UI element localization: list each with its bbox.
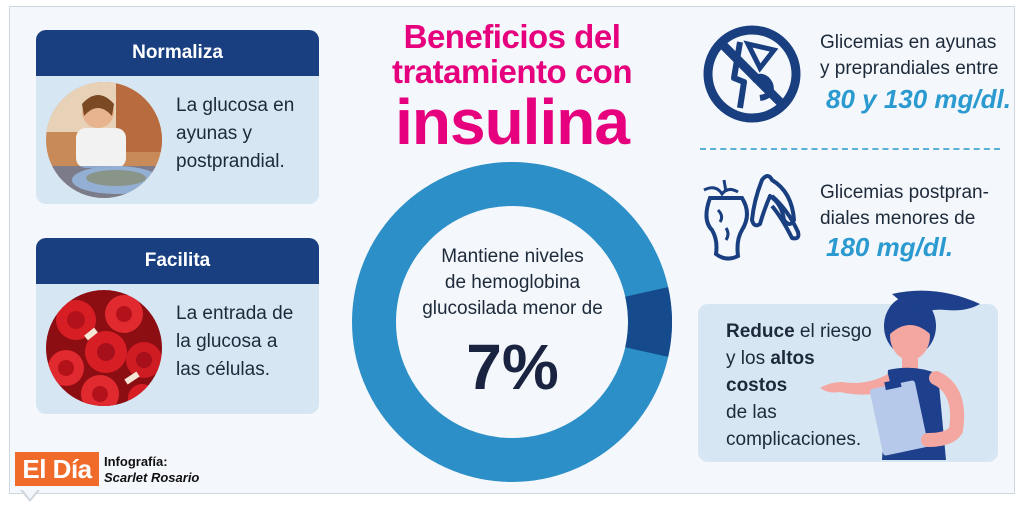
donut-text: Mantiene niveles de hemoglobina glucosil… xyxy=(410,244,615,322)
card-heading: Facilita xyxy=(36,238,319,284)
title-line: insulina xyxy=(395,86,630,158)
no-sweets-icon xyxy=(703,25,801,123)
item1-line: y preprandiales entre xyxy=(820,58,999,79)
donut-ring xyxy=(352,162,672,482)
card-text-line: La entrada de xyxy=(176,303,294,324)
reduce-plain: el riesgo xyxy=(794,321,872,342)
reduce-plain: de las xyxy=(726,402,777,423)
reduce-line: costos xyxy=(726,372,872,399)
card-text-line: la glucosa a xyxy=(176,331,278,352)
reduce-text: Reduce el riesgo y los altos costos de l… xyxy=(726,318,872,453)
item2-line: diales menores de xyxy=(820,208,976,229)
reduce-bold: altos xyxy=(770,348,815,369)
donut-text-line: Mantiene niveles xyxy=(441,246,584,267)
card-text: La glucosa en ayunas y postprandial. xyxy=(176,92,294,176)
woman-eating-photo xyxy=(46,82,162,198)
title-line: tratamiento con xyxy=(391,53,633,90)
reduce-line: Reduce el riesgo xyxy=(726,318,872,345)
divider xyxy=(700,148,1000,150)
item2-text: Glicemias postpran- diales menores de xyxy=(820,180,989,232)
reduce-plain: complicaciones. xyxy=(726,429,862,450)
apple-banana-waste-icon xyxy=(703,174,801,261)
item2-line: Glicemias postpran- xyxy=(820,182,989,203)
card-text-line: postprandial. xyxy=(176,151,285,172)
donut-percent: 7% xyxy=(466,331,559,403)
reduce-bold: costos xyxy=(726,375,788,396)
card-normaliza: Normaliza La glucosa en ayunas y postpra… xyxy=(36,30,319,204)
donut-text-line: glucosilada menor de xyxy=(422,298,603,319)
card-facilita: Facilita La entrada de la glucosa a las … xyxy=(36,238,319,414)
card-text: La entrada de la glucosa a las células. xyxy=(176,300,293,384)
reduce-line: complicaciones. xyxy=(726,426,872,453)
red-blood-cells-photo xyxy=(46,290,162,406)
credit: Infografía: Scarlet Rosario xyxy=(104,454,199,486)
el-dia-logo: El Día xyxy=(15,452,99,486)
woman-clipboard-illustration xyxy=(820,290,980,460)
page-title: Beneficios del tratamiento con insulina xyxy=(362,20,662,154)
frame-tail-inner xyxy=(22,489,38,499)
card-text-line: ayunas y xyxy=(176,123,253,144)
reduce-line: de las xyxy=(726,399,872,426)
card-heading: Normaliza xyxy=(36,30,319,76)
credit-name: Scarlet Rosario xyxy=(104,470,200,485)
donut-segment xyxy=(625,287,672,357)
card-text-line: La glucosa en xyxy=(176,95,295,116)
reduce-bold: Reduce xyxy=(726,321,795,342)
title-line: Beneficios del xyxy=(403,18,621,55)
card-text-line: las células. xyxy=(176,359,270,380)
item1-text: Glicemias en ayunas y preprandiales entr… xyxy=(820,30,999,82)
reduce-plain: y los xyxy=(726,348,771,369)
reduce-line: y los altos xyxy=(726,345,872,372)
credit-label: Infografía: xyxy=(104,454,168,469)
donut-text-line: de hemoglobina xyxy=(444,272,581,293)
item2-value: 180 mg/dl. xyxy=(826,232,954,262)
item1-value: 80 y 130 mg/dl. xyxy=(826,84,1011,114)
donut-chart xyxy=(352,162,672,482)
item1-line: Glicemias en ayunas xyxy=(820,32,997,53)
